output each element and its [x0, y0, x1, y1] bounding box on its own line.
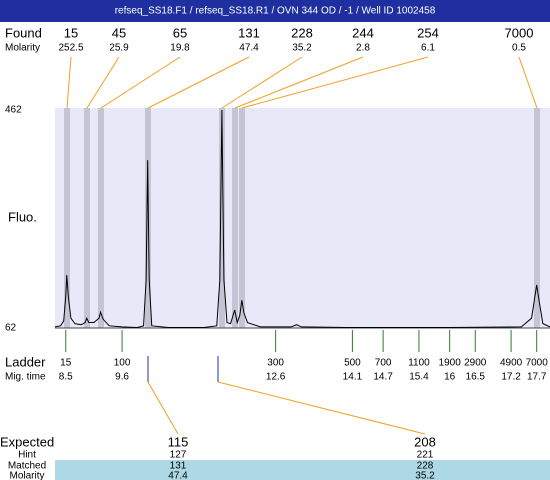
expected-label: Expected: [0, 434, 54, 449]
matched-label: Matched: [8, 461, 46, 472]
ladder-time: 17.7: [527, 372, 547, 383]
found-connector: [147, 56, 250, 109]
expected-hint: 127: [170, 450, 187, 461]
found-molarity: 0.5: [512, 43, 526, 54]
found-molarity: 252.5: [58, 43, 83, 54]
expected-molarity: 35.2: [415, 471, 435, 480]
found-molarity: 19.8: [170, 43, 190, 54]
ladder-size: 500: [344, 358, 361, 369]
found-size: 131: [238, 25, 260, 40]
found-molarity: 6.1: [421, 43, 435, 54]
ladder-time: 14.7: [373, 372, 393, 383]
ladder-size: 700: [375, 358, 392, 369]
ladder-size: 100: [114, 358, 131, 369]
found-connector: [86, 56, 120, 109]
y-tick-label: 462: [5, 105, 22, 116]
ladder-time: 15.4: [409, 372, 429, 383]
found-size: 7000: [505, 25, 534, 40]
found-size: 45: [112, 25, 126, 40]
found-size: 244: [352, 25, 374, 40]
y-tick-label: 62: [5, 323, 17, 334]
expected-size: 208: [414, 434, 436, 449]
found-connector: [100, 56, 181, 109]
expected-connector: [217, 381, 426, 435]
ladder-size: 1900: [439, 358, 462, 369]
expected-hint: 221: [417, 450, 434, 461]
found-molarity: 47.4: [239, 43, 259, 54]
expected-size: 115: [168, 434, 189, 449]
found-size: 254: [417, 25, 439, 40]
peak-band: [219, 108, 225, 328]
header-bar: [0, 0, 550, 22]
ladder-size: 1100: [408, 358, 430, 369]
molarity-label: Molarity: [9, 471, 44, 480]
found-connector: [66, 56, 72, 109]
plot-area: [55, 108, 550, 328]
ladder-time-label: Mig. time: [5, 372, 46, 383]
header-title: refseq_SS18.F1 / refseq_SS18.R1 / OVN 34…: [115, 6, 436, 17]
found-size: 65: [173, 25, 187, 40]
ladder-time: 16.5: [466, 372, 486, 383]
expected-matched: 131: [170, 461, 187, 472]
peak-band: [98, 108, 104, 328]
ladder-time: 17.2: [501, 372, 521, 383]
ladder-size: 7000: [526, 358, 549, 369]
ladder-time: 14.1: [343, 372, 363, 383]
found-connector: [241, 56, 429, 109]
ladder-time: 16: [444, 372, 456, 383]
matched-band: [55, 460, 550, 480]
peak-band: [239, 108, 245, 328]
found-size: 228: [291, 25, 313, 40]
found-size: 15: [64, 25, 78, 40]
found-connector: [234, 56, 364, 109]
found-label: Found: [5, 25, 42, 40]
found-molarity-label: Molarity: [5, 43, 40, 54]
trace: [54, 109, 550, 328]
found-connector: [221, 56, 303, 109]
ladder-size: 4900: [500, 358, 523, 369]
ladder-size: 15: [60, 358, 72, 369]
ladder-time: 9.6: [115, 372, 129, 383]
found-molarity: 25.9: [109, 43, 129, 54]
found-connector: [518, 56, 538, 109]
y-axis-label: Fluo.: [8, 209, 37, 224]
ladder-size: 2900: [464, 358, 487, 369]
expected-matched: 228: [417, 461, 434, 472]
hint-label: Hint: [18, 450, 36, 461]
peak-band: [84, 108, 90, 328]
found-molarity: 35.2: [292, 43, 312, 54]
ladder-time: 8.5: [59, 372, 73, 383]
ladder-size: 300: [267, 358, 284, 369]
peak-band: [232, 108, 238, 328]
peak-band: [64, 108, 70, 328]
found-molarity: 2.8: [356, 43, 370, 54]
peak-band: [534, 108, 540, 328]
expected-connector: [147, 381, 179, 435]
ladder-label: Ladder: [5, 354, 46, 369]
expected-molarity: 47.4: [168, 471, 188, 480]
ladder-time: 12.6: [266, 372, 286, 383]
